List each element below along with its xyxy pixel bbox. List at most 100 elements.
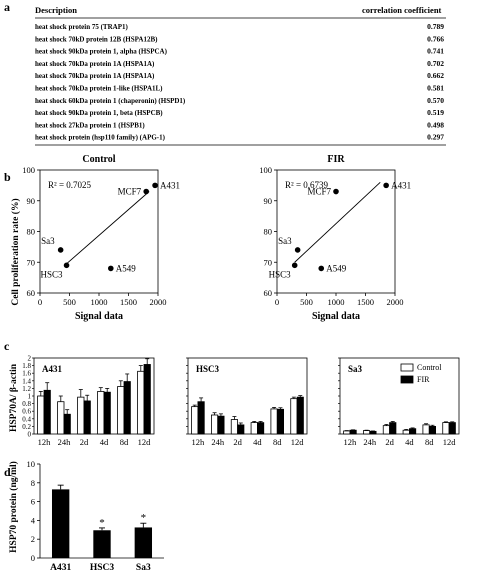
y-tick-label: 1 [28,393,32,401]
y-tick-label: 0.2 [22,423,31,431]
legend-label: FIR [417,375,430,384]
y-tick-label: 0 [28,431,32,439]
x-tick-label: 0 [38,297,42,307]
table-row-coefficient: 0.297 [427,133,444,142]
y-tick-label: 1.8 [22,362,31,370]
bar-fir [63,413,71,435]
table-row-description: heat shock 70kD protein 12B (HSPA12B) [35,35,158,43]
data-point-hsc3 [63,262,70,269]
bar-control [191,406,199,435]
point-label: A431 [391,180,411,190]
x-tick-label: 2000 [387,297,404,307]
point-label: A549 [116,263,136,273]
y-tick-label: 0.4 [22,415,31,423]
table-row-description: heat shock 90kDa protein 1, alpha (HSPCA… [35,48,168,56]
y-tick-label: 60 [264,288,273,298]
panel-label-d: d [4,465,11,479]
x-axis-label: Signal data [312,311,360,322]
bar-control [37,395,45,435]
bar-control [363,430,371,435]
data-point-hsc3 [291,262,298,269]
x-tick-label: 12d [443,437,457,447]
correlation-table: Description correlation coefficient heat… [35,5,446,146]
bar-control [117,386,125,435]
y-tick-label: 1.6 [22,370,31,378]
panel-label-b: b [4,170,11,184]
table-row-coefficient: 0.662 [427,71,444,80]
y-tick-label: 0.8 [22,400,31,408]
table-row-description: heat shock protein (hsp110 family) (APG-… [35,134,166,142]
point-label: A431 [160,180,180,190]
x-tick-label: 24h [58,437,72,447]
x-tick-label: 4d [405,437,414,447]
significance-marker: * [141,512,147,524]
bar-fir [197,401,205,435]
bar-hsc3 [93,530,111,558]
x-tick-label: 1000 [91,297,108,307]
x-tick-label: 24h [363,437,377,447]
bar-control [382,425,390,435]
x-tick-label: 8d [273,437,282,447]
y-tick-label: 1.2 [22,385,31,393]
bar-y-axis-label: HSP70A/ β-actin [9,363,19,432]
point-label: A549 [326,263,346,273]
trendline [64,191,150,266]
protein-y-axis-label: HSP70 protein (ng/ml) [8,461,19,553]
table-row-coefficient: 0.498 [427,120,444,129]
point-label: Sa3 [278,236,292,246]
table-row-coefficient: 0.766 [427,34,444,43]
panel-label-a: a [4,0,10,14]
y-tick-label: 60 [27,288,36,298]
data-point-a431 [383,182,389,189]
x-tick-label: 1000 [328,297,345,307]
bar-control [343,430,351,435]
legend-swatch-control [400,363,414,372]
y-tick-label: 2 [28,355,32,363]
panel-label-c: c [4,339,10,353]
trendline [294,181,381,263]
x-tick-label: 24h [211,437,225,447]
bar-chart-hsc3: HSC3 12h 24h 2d 4d 8d 12d [186,357,308,447]
y-tick-label: 4 [31,515,36,525]
point-label: HSC3 [269,269,292,279]
y-tick-label: 2 [31,534,35,544]
y-tick-label: 90 [264,196,273,206]
point-label: MCF7 [307,187,331,197]
table-row-coefficient: 0.741 [427,47,444,56]
y-tick-label: 10 [27,459,36,469]
data-point-a431 [152,182,158,189]
bar-fir [217,415,225,435]
bar-chart-hsp70-protein: 0 2 4 6 8 10 A431 * HSC3 * Sa3 [27,459,164,570]
point-label: Sa3 [41,236,55,246]
bar-fir [257,422,265,435]
x-tick-label: Sa3 [136,563,151,570]
r-squared-annotation: R² = 0.7025 [48,180,92,190]
table-row-description: heat shock 90kDa protein 1, beta (HSPCB) [35,109,163,117]
bar-chart-a431: A431 00.20.40.60.811.21.41.61.82 12h 24h 2d 4… [22,355,155,447]
x-tick-label: 2d [385,437,394,447]
significance-marker: * [99,517,105,529]
bar-control [250,422,258,435]
bar-fir [276,408,284,435]
r-squared-annotation: R² = 0.6739 [285,180,329,190]
table-row-coefficient: 0.570 [427,96,444,105]
legend-label: Control [417,363,442,372]
x-tick-label: 4d [253,437,262,447]
scatter-y-axis-label: Cell proliferation rate (%) [10,198,21,305]
data-point-sa3 [57,247,64,253]
chart-title: A431 [42,364,62,374]
x-tick-label: 2d [233,437,242,447]
bar-control [97,391,105,435]
bar-fir [389,422,397,435]
bar-control [211,414,219,435]
table-row-description: heat shock 27kDa protein 1 (HSPB1) [35,121,145,129]
x-tick-label: 12d [291,437,305,447]
table-header-description: Description [35,5,77,15]
y-tick-label: 90 [27,196,36,206]
point-label: HSC3 [41,269,64,279]
bar-chart-sa3: Sa3 12h 24h 2d 4d 8d 12d Control FIR [338,357,460,447]
table-row-coefficient: 0.789 [427,22,444,31]
bar-fir [428,425,436,435]
point-label: MCF7 [118,187,142,197]
table-row-description: heat shock 70kDa protein 1A (HSPA1A) [35,60,155,68]
